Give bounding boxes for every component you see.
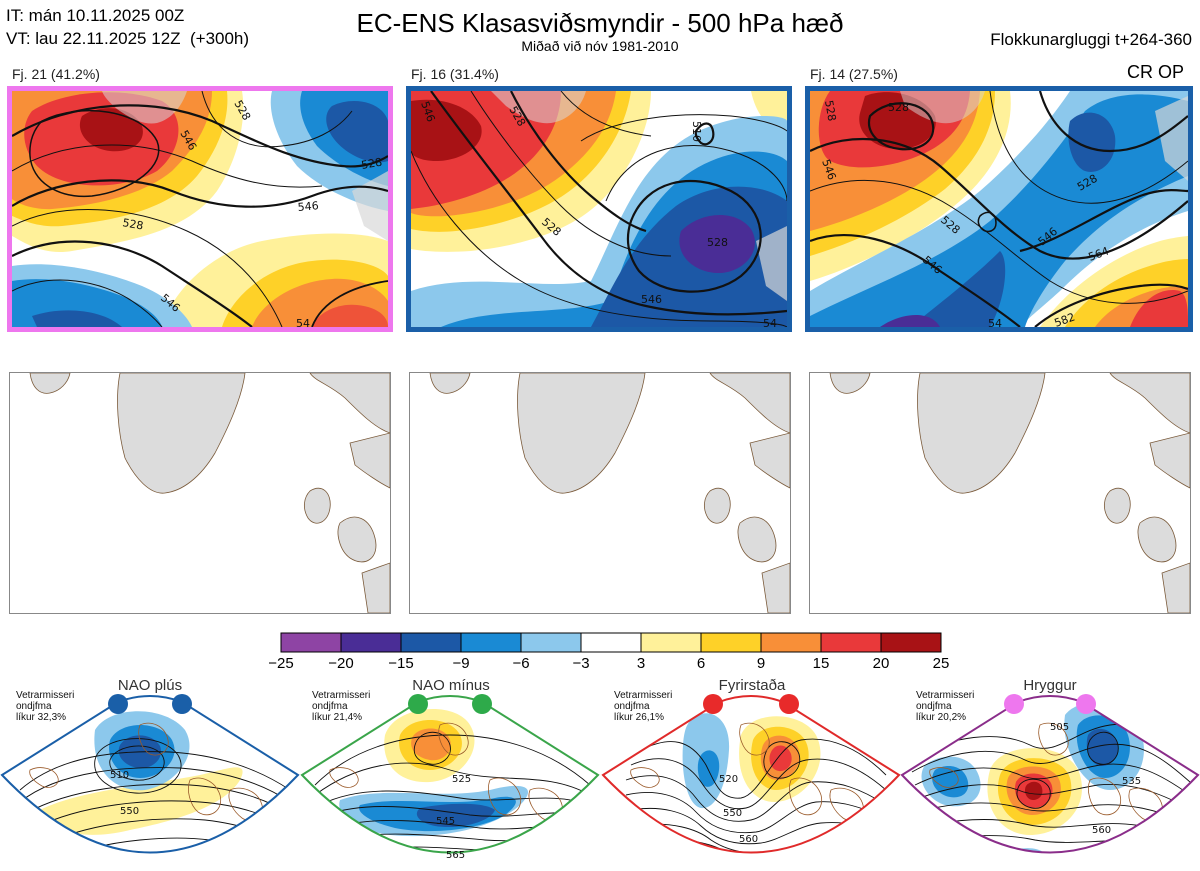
init-time: IT: mán 10.11.2025 00Z — [6, 6, 185, 25]
colorbar — [280, 632, 942, 653]
colorbar-cell — [820, 632, 882, 653]
colorbar-cell — [400, 632, 462, 653]
contour-label: 528 — [360, 156, 383, 172]
classification-window: Flokkunargluggi t+264-360 — [990, 30, 1192, 49]
regime-1-map: 510 550 — [0, 694, 300, 854]
contour-label: 528 — [707, 236, 728, 249]
cluster-2-label: Fj. 16 (31.4%) — [411, 66, 499, 82]
colorbar-tick-label: 6 — [696, 655, 706, 672]
colorbar-cell — [700, 632, 762, 653]
contour-label: 560 — [1092, 825, 1111, 836]
cluster-1-map: 528 546 528 546 528 546 54 — [7, 86, 393, 332]
regime-1-title: NAO plús — [117, 677, 183, 694]
cluster-2-map: 546 528 528 546 510 528 54 — [406, 86, 792, 332]
cluster-3-label: Fj. 14 (27.5%) — [810, 66, 898, 82]
colorbar-tick-label: −25 — [268, 655, 294, 672]
colorbar-tick-label: −3 — [572, 655, 590, 672]
blank-map-1 — [9, 372, 391, 614]
contour-label: 528 — [888, 101, 909, 114]
climatology-subtitle: Miðað við nóv 1981-2010 — [521, 38, 679, 54]
contour-label: 546 — [641, 293, 662, 306]
colorbar-tick-label: 3 — [636, 655, 646, 672]
colorbar-cell — [460, 632, 522, 653]
contour-label: 525 — [452, 774, 471, 785]
valid-time: VT: lau 22.11.2025 12Z (+300h) — [6, 29, 250, 48]
colorbar-tick-label: −6 — [512, 655, 530, 672]
contour-label: 565 — [446, 850, 465, 861]
contour-label: 54 — [296, 317, 310, 327]
blank-map-2 — [409, 372, 791, 614]
colorbar-cell — [520, 632, 582, 653]
colorbar-tick-label: −15 — [388, 655, 414, 672]
contour-label: 54 — [988, 317, 1002, 327]
init-valid-time: IT: mán 10.11.2025 00Z VT: lau 22.11.202… — [6, 4, 249, 50]
contour-label: 528 — [121, 216, 144, 232]
contour-label: 505 — [1050, 722, 1069, 733]
regime-4-frequency: Vetrarmisseri ondjfma líkur 20,2% — [916, 690, 975, 723]
colorbar-cell — [880, 632, 942, 653]
colorbar-tick-label: 20 — [872, 655, 890, 672]
regime-2-frequency: Vetrarmisseri ondjfma líkur 21,4% — [312, 690, 371, 723]
colorbar-cell — [760, 632, 822, 653]
regime-4-map: 505 535 560 — [900, 694, 1200, 854]
regime-2-map: 525 545 565 — [300, 694, 600, 861]
blank-map-3 — [809, 372, 1191, 614]
contour-label: 546 — [297, 199, 319, 214]
regime-1-frequency: Vetrarmisseri ondjfma líkur 32,3% — [16, 690, 75, 723]
colorbar-cell — [340, 632, 402, 653]
colorbar-cell — [640, 632, 702, 653]
contour-label: 535 — [1122, 776, 1141, 787]
colorbar-tick-label: −9 — [452, 655, 470, 672]
regime-2-title: NAO mínus — [412, 677, 490, 694]
page-title: EC-ENS Klasasviðsmyndir - 500 hPa hæð — [356, 8, 844, 38]
contour-label: 550 — [120, 806, 139, 817]
contour-label: 582 — [1053, 310, 1077, 327]
colorbar-tick-label: 25 — [932, 655, 950, 672]
regime-4-title: Hryggur — [1023, 677, 1077, 694]
control-operational-label: CR OP — [1126, 62, 1184, 82]
cluster-3-map: 528 528 546 528 546 528 546 564 582 54 — [805, 86, 1193, 332]
cluster-1-label: Fj. 21 (41.2%) — [12, 66, 100, 82]
colorbar-cell — [280, 632, 342, 653]
regime-3-frequency: Vetrarmisseri ondjfma líkur 26,1% — [614, 690, 673, 723]
colorbar-tick-label: 15 — [812, 655, 830, 672]
contour-label: 520 — [719, 774, 738, 785]
colorbar-tick-label: 9 — [756, 655, 766, 672]
contour-label: 510 — [110, 770, 129, 781]
contour-label: 54 — [763, 317, 777, 327]
regime-3-title: Fyrirstaða — [718, 677, 786, 694]
regime-3-map: 520 550 560 — [601, 694, 901, 854]
contour-label: 545 — [436, 816, 455, 827]
colorbar-cell — [580, 632, 642, 653]
contour-label: 528 — [822, 99, 838, 122]
contour-label: 560 — [739, 834, 758, 845]
contour-label: 510 — [690, 121, 703, 142]
colorbar-tick-label: −20 — [328, 655, 354, 672]
contour-label: 550 — [723, 808, 742, 819]
